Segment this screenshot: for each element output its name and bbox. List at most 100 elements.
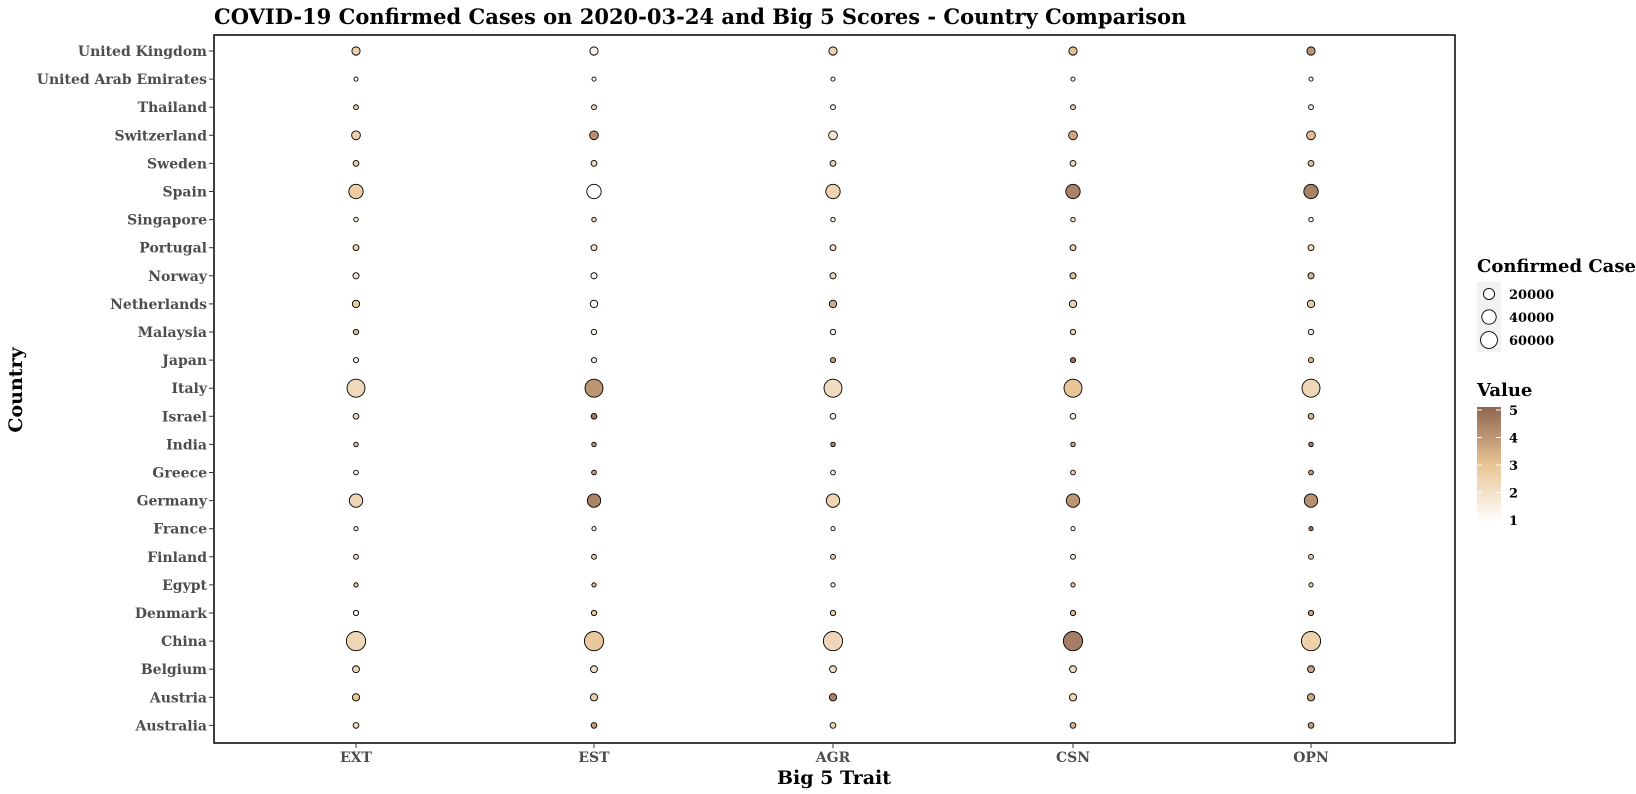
y-tick-label: Netherlands — [110, 297, 207, 313]
size-legend-title: Confirmed Cases — [1477, 256, 1636, 277]
data-point — [1065, 183, 1081, 200]
data-point — [590, 244, 598, 252]
data-point — [1307, 357, 1315, 364]
data-point — [830, 76, 836, 82]
color-legend-title: Value — [1476, 380, 1532, 401]
data-point — [1068, 693, 1078, 702]
data-point — [590, 357, 598, 364]
data-point — [830, 441, 836, 448]
data-point — [823, 378, 843, 398]
data-point — [1068, 46, 1078, 56]
data-point — [829, 609, 837, 617]
data-point — [353, 469, 359, 476]
data-point — [348, 183, 364, 200]
data-point — [828, 299, 838, 309]
data-point — [1070, 582, 1076, 588]
data-point — [352, 722, 360, 729]
data-point — [1069, 722, 1077, 729]
data-point — [1069, 160, 1077, 167]
data-point — [1068, 130, 1078, 141]
data-point — [1303, 493, 1319, 508]
y-tick-label: Finland — [147, 550, 207, 566]
data-point — [1070, 553, 1076, 560]
size-legend-key — [1482, 287, 1496, 301]
data-point — [352, 665, 360, 674]
y-tick-label: Austria — [149, 690, 207, 706]
data-point — [825, 493, 841, 508]
x-axis-title: Big 5 Trait — [777, 767, 891, 789]
data-point — [1306, 130, 1316, 141]
data-point — [589, 693, 599, 702]
y-tick-label: India — [166, 437, 207, 453]
x-tick-label: AGR — [815, 750, 851, 766]
data-point — [830, 526, 836, 532]
y-tick-label: Germany — [137, 494, 208, 510]
y-tick-label: United Kingdom — [78, 44, 207, 60]
data-point — [1308, 469, 1314, 476]
data-point — [1306, 46, 1316, 56]
data-point — [830, 104, 836, 111]
data-point — [1307, 244, 1315, 252]
data-point — [1065, 493, 1081, 508]
data-point — [351, 693, 361, 702]
y-tick-label: China — [161, 634, 207, 650]
data-point — [591, 76, 597, 82]
y-tick-label: Greece — [152, 466, 207, 482]
x-tick-label: EST — [578, 750, 610, 766]
data-point — [829, 244, 837, 252]
data-point — [1062, 631, 1084, 652]
data-point — [1307, 328, 1315, 336]
data-point — [345, 631, 367, 652]
data-point — [352, 244, 360, 252]
x-tick-label: OPN — [1293, 750, 1329, 766]
data-point — [1070, 526, 1076, 532]
data-point — [1069, 272, 1077, 280]
size-legend-label: 20000 — [1509, 288, 1554, 303]
data-point — [590, 160, 598, 167]
size-legend-label: 40000 — [1509, 311, 1554, 326]
data-point — [353, 76, 359, 82]
data-point — [1307, 722, 1315, 729]
data-point — [591, 469, 597, 476]
data-point — [1303, 183, 1319, 200]
data-point — [1307, 665, 1315, 674]
y-tick-label: Belgium — [141, 662, 207, 678]
color-legend-label: 1 — [1509, 514, 1518, 529]
data-point — [1308, 76, 1314, 82]
data-point — [1069, 357, 1077, 364]
data-point — [1307, 412, 1315, 420]
data-point — [1308, 526, 1314, 532]
data-point — [591, 582, 597, 588]
data-point — [591, 526, 597, 532]
data-point — [352, 272, 360, 280]
data-point — [1070, 469, 1076, 476]
chart-title: COVID-19 Confirmed Cases on 2020-03-24 a… — [214, 4, 1186, 29]
data-point — [353, 526, 359, 532]
y-tick-label: Spain — [163, 185, 207, 201]
data-point — [829, 357, 837, 364]
x-axis: EXT EST AGR CSN OPN — [340, 743, 1329, 766]
data-point — [583, 631, 605, 652]
data-point — [1070, 76, 1076, 82]
data-point — [353, 216, 359, 223]
data-point — [348, 493, 364, 508]
data-point — [1069, 412, 1077, 420]
data-point — [829, 665, 837, 674]
y-tick-label: Singapore — [127, 213, 207, 229]
data-point — [1070, 441, 1076, 448]
data-point — [828, 46, 838, 56]
data-point — [1306, 693, 1316, 702]
y-axis: United Kingdom United Arab Emirates Thaila… — [37, 44, 214, 734]
color-legend-label: 4 — [1509, 432, 1518, 447]
data-point — [828, 693, 838, 702]
data-point — [590, 722, 598, 729]
data-point — [1308, 553, 1314, 560]
y-tick-label: Norway — [148, 269, 208, 285]
data-points — [345, 46, 1322, 729]
data-point — [1070, 104, 1076, 111]
data-point — [829, 328, 837, 336]
data-point — [1069, 244, 1077, 252]
data-point — [1307, 272, 1315, 280]
y-tick-label: Israel — [162, 409, 207, 425]
y-tick-label: United Arab Emirates — [37, 72, 207, 88]
